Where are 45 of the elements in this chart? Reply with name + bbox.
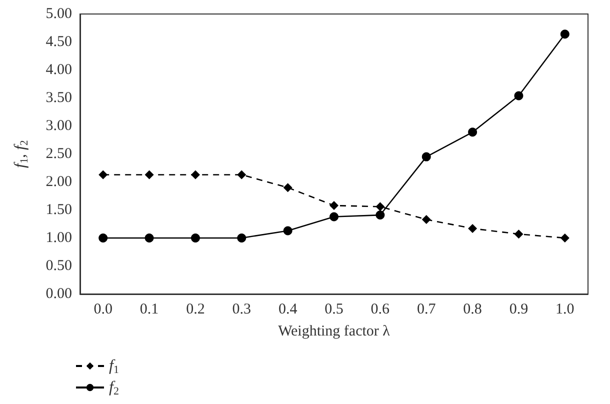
x-tick-label: 0.4 bbox=[278, 302, 298, 318]
y-tick-label: 2.50 bbox=[46, 146, 72, 162]
point bbox=[237, 234, 246, 242]
y-tick-label: 3.50 bbox=[46, 90, 72, 106]
point bbox=[98, 170, 108, 180]
point bbox=[514, 91, 524, 100]
y-tick-label: 1.50 bbox=[46, 202, 72, 218]
x-axis-title: Weighting factor λ bbox=[278, 324, 391, 340]
point bbox=[144, 170, 154, 180]
point bbox=[98, 234, 108, 242]
point bbox=[330, 212, 338, 222]
x-tick-label: 1.0 bbox=[556, 302, 574, 318]
x-tick-label: 0.5 bbox=[324, 302, 344, 318]
point bbox=[422, 152, 431, 162]
point bbox=[514, 230, 524, 239]
point bbox=[376, 202, 385, 212]
y-tick-label: 0.50 bbox=[46, 258, 72, 274]
point bbox=[237, 170, 246, 180]
y-tick-label: 1.00 bbox=[46, 230, 72, 246]
point bbox=[283, 226, 292, 236]
point bbox=[190, 234, 200, 242]
point bbox=[560, 234, 570, 242]
y-tick-label: 3.00 bbox=[46, 118, 72, 134]
x-tick-label: 0.0 bbox=[94, 302, 112, 318]
point bbox=[190, 170, 200, 180]
point bbox=[560, 30, 570, 39]
x-tick-label: 0.1 bbox=[140, 302, 159, 318]
y-tick-label: 2.00 bbox=[46, 174, 72, 190]
point bbox=[422, 215, 431, 224]
point bbox=[376, 210, 385, 220]
y-tick-label: 4.00 bbox=[46, 62, 72, 78]
y-tick-label: 0.00 bbox=[46, 286, 72, 302]
point bbox=[468, 128, 478, 137]
x-tick-label: 0.2 bbox=[186, 302, 205, 318]
point bbox=[468, 224, 478, 233]
point bbox=[144, 234, 154, 242]
point bbox=[283, 183, 292, 192]
x-tick-label: 0.8 bbox=[463, 302, 482, 318]
x-tick-label: 0.9 bbox=[509, 302, 528, 318]
y-tick-label: 5.00 bbox=[46, 6, 72, 22]
x-tick-label: 0.3 bbox=[232, 302, 252, 318]
y-tick-label: 4.50 bbox=[46, 34, 72, 50]
x-tick-label: 0.6 bbox=[370, 302, 390, 318]
point bbox=[330, 201, 338, 210]
x-tick-label: 0.7 bbox=[416, 302, 436, 318]
